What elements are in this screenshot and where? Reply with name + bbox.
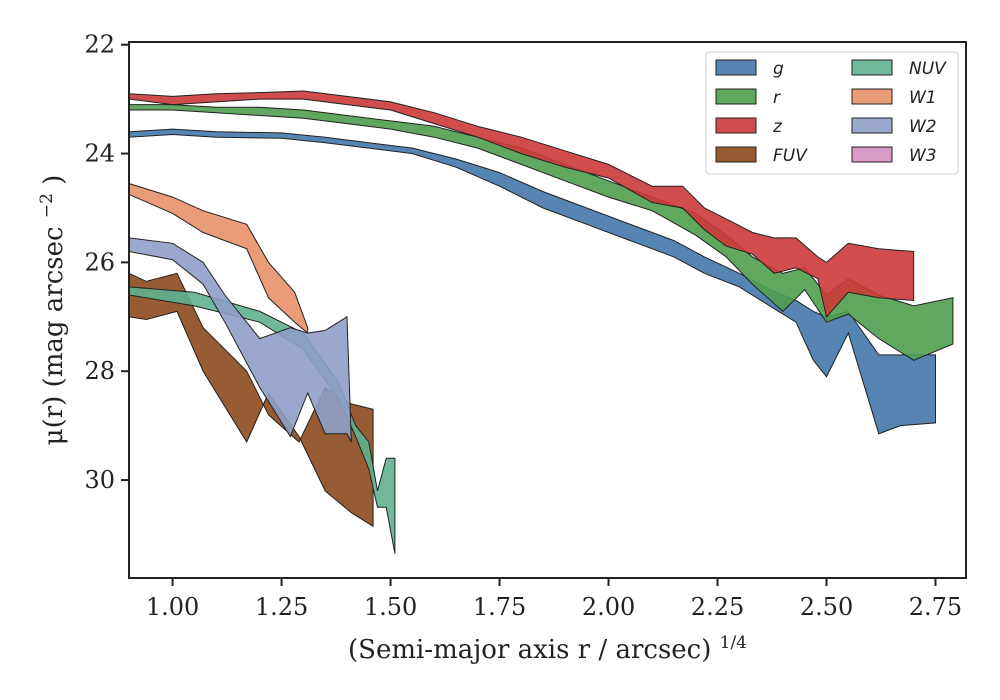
y-tick-label: 26 [84, 248, 115, 276]
x-axis-ticks: 1.00 1.25 1.50 1.75 2.00 2.25 2.50 2.75 [146, 578, 962, 621]
legend-label-fuv: FUV [773, 146, 808, 166]
legend-label-z: z [772, 117, 783, 137]
y-tick-label: 28 [84, 357, 115, 385]
legend-swatch-w1 [851, 88, 893, 105]
band-z [128, 90, 915, 318]
x-tick-label: 2.25 [691, 593, 744, 621]
x-tick-label: 1.25 [255, 593, 308, 621]
legend-swatch-w2 [851, 117, 893, 134]
band-w2 [128, 237, 352, 443]
y-tick-label: 30 [84, 466, 115, 494]
band-g [128, 128, 936, 435]
x-axis-label-exponent: 1/4 [720, 633, 747, 653]
x-tick-label: 1.50 [364, 593, 417, 621]
plot-frame [128, 41, 967, 579]
legend-label-w2: W2 [909, 117, 937, 137]
y-tick-label: 22 [84, 31, 115, 59]
legend-swatch-fuv [715, 146, 757, 163]
legend-label-g: g [773, 59, 784, 79]
legend-swatch-z [715, 117, 757, 134]
x-tick-label: 1.75 [473, 593, 526, 621]
legend-swatch-g [715, 59, 757, 76]
y-axis-label: μ(r) (mag arcsec −2 ) [29, 175, 69, 446]
legend-label-w3: W3 [909, 146, 937, 166]
legend: grz FUV NUV W1 W2 W3 [705, 51, 959, 175]
legend-swatch-nuv [851, 59, 893, 76]
x-tick-label: 2.75 [909, 593, 962, 621]
x-tick-label: 1.00 [146, 593, 199, 621]
legend-label-nuv: NUV [909, 59, 947, 79]
legend-label-w1: W1 [909, 88, 937, 108]
profile-bands [128, 90, 954, 554]
y-axis-ticks: 22 24 26 28 30 [84, 31, 129, 494]
x-tick-label: 2.50 [800, 593, 853, 621]
legend-swatch-r [715, 88, 757, 105]
y-axis-label-exponent: −2 [37, 193, 57, 218]
band-fuv [128, 272, 374, 528]
x-axis-label: (Semi-major axis r / arcsec) 1/4 [348, 633, 747, 665]
legend-label-r: r [773, 88, 781, 108]
y-axis-label-tail: ) [39, 175, 69, 185]
legend-box [705, 51, 959, 175]
x-tick-label: 2.00 [582, 593, 635, 621]
legend-swatch-w3 [851, 146, 893, 163]
y-tick-label: 24 [84, 140, 115, 168]
